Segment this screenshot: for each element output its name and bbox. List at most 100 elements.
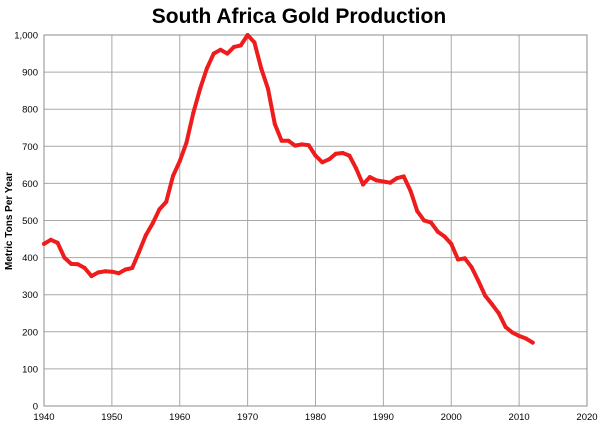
- data-point: [198, 86, 203, 91]
- data-point: [130, 266, 135, 270]
- x-tick-label: 1950: [101, 412, 122, 423]
- data-point: [422, 218, 427, 223]
- data-point: [490, 302, 494, 307]
- data-point: [82, 266, 87, 270]
- data-point: [177, 159, 182, 164]
- series-layer: [42, 33, 535, 345]
- data-point: [286, 138, 291, 143]
- data-point: [191, 110, 196, 115]
- data-point: [361, 182, 365, 187]
- data-point: [456, 257, 460, 262]
- data-point: [320, 160, 325, 165]
- data-point: [116, 271, 121, 276]
- data-point: [394, 176, 399, 181]
- data-point: [313, 153, 318, 158]
- data-point: [143, 233, 148, 238]
- y-tick-label: 300: [22, 290, 38, 301]
- y-tick-label: 900: [22, 68, 38, 79]
- data-point: [496, 311, 501, 316]
- data-point: [103, 269, 108, 274]
- y-tick-label: 1,000: [14, 31, 38, 42]
- data-point: [476, 279, 481, 283]
- y-axis-label: Metric Tons Per Year: [4, 172, 15, 270]
- data-point: [238, 43, 243, 48]
- data-point: [340, 151, 345, 155]
- data-point: [381, 179, 386, 184]
- grid: [43, 34, 588, 407]
- x-tick-label: 1940: [33, 412, 54, 423]
- data-point: [333, 151, 338, 156]
- data-point: [204, 66, 209, 71]
- data-point: [523, 336, 528, 341]
- data-point: [449, 241, 454, 246]
- data-point: [428, 220, 433, 225]
- data-point: [469, 265, 474, 270]
- data-point: [171, 174, 175, 178]
- data-point: [279, 138, 284, 143]
- data-point: [184, 140, 189, 145]
- data-point: [232, 44, 236, 49]
- data-point: [408, 188, 413, 193]
- data-point: [367, 175, 372, 180]
- x-tick-label: 2010: [509, 412, 530, 423]
- data-point: [483, 293, 488, 298]
- y-tick-label: 0: [33, 402, 38, 413]
- data-point: [69, 261, 74, 266]
- data-point: [266, 86, 270, 91]
- plot-frame: [43, 34, 588, 407]
- x-tick-label: 1990: [373, 412, 394, 423]
- data-point: [354, 166, 359, 171]
- y-tick-label: 100: [22, 364, 38, 375]
- data-point: [75, 262, 80, 267]
- y-tick-label: 200: [22, 327, 38, 338]
- data-point: [62, 255, 67, 260]
- data-point: [272, 122, 277, 126]
- x-tick-label: 1970: [237, 412, 258, 423]
- data-point: [123, 267, 128, 272]
- data-point: [374, 178, 379, 183]
- series-line: [42, 33, 535, 345]
- y-tick-label: 700: [22, 142, 38, 153]
- x-tick-label: 2000: [441, 412, 462, 423]
- data-point: [96, 270, 101, 275]
- data-point: [164, 199, 169, 204]
- data-point: [42, 241, 46, 246]
- data-point: [225, 51, 230, 56]
- data-point: [218, 47, 223, 52]
- data-point: [462, 256, 467, 261]
- data-point: [259, 66, 264, 71]
- data-point: [157, 207, 162, 212]
- data-point: [415, 209, 420, 214]
- chart-title: South Africa Gold Production: [152, 5, 446, 28]
- data-point: [510, 330, 515, 335]
- data-point: [150, 221, 155, 226]
- data-point: [137, 250, 141, 254]
- data-point: [347, 153, 352, 158]
- data-point: [503, 325, 508, 329]
- data-point: [442, 234, 447, 239]
- data-point: [245, 33, 250, 37]
- data-point: [109, 269, 114, 274]
- data-point: [530, 340, 535, 345]
- data-point: [435, 229, 440, 234]
- y-tick-label: 800: [22, 105, 38, 116]
- y-tick-label: 400: [22, 253, 38, 264]
- data-point: [299, 142, 304, 147]
- data-point: [327, 157, 332, 162]
- data-point: [306, 143, 311, 148]
- data-point: [517, 333, 522, 338]
- data-point: [293, 143, 298, 148]
- data-point: [252, 40, 257, 45]
- data-point: [55, 240, 60, 245]
- data-point: [211, 51, 216, 56]
- data-point: [388, 180, 393, 185]
- y-tick-label: 600: [22, 179, 38, 190]
- x-tick-label: 1980: [305, 412, 326, 423]
- axis-ticks: 1940 1950 1960 1970 1980 1990 2000 2010 2020 0 100…: [14, 31, 597, 424]
- y-tick-label: 500: [22, 216, 38, 227]
- x-tick-label: 2020: [576, 412, 597, 423]
- data-point: [48, 237, 53, 242]
- data-point: [401, 174, 406, 179]
- x-tick-label: 1960: [169, 412, 190, 423]
